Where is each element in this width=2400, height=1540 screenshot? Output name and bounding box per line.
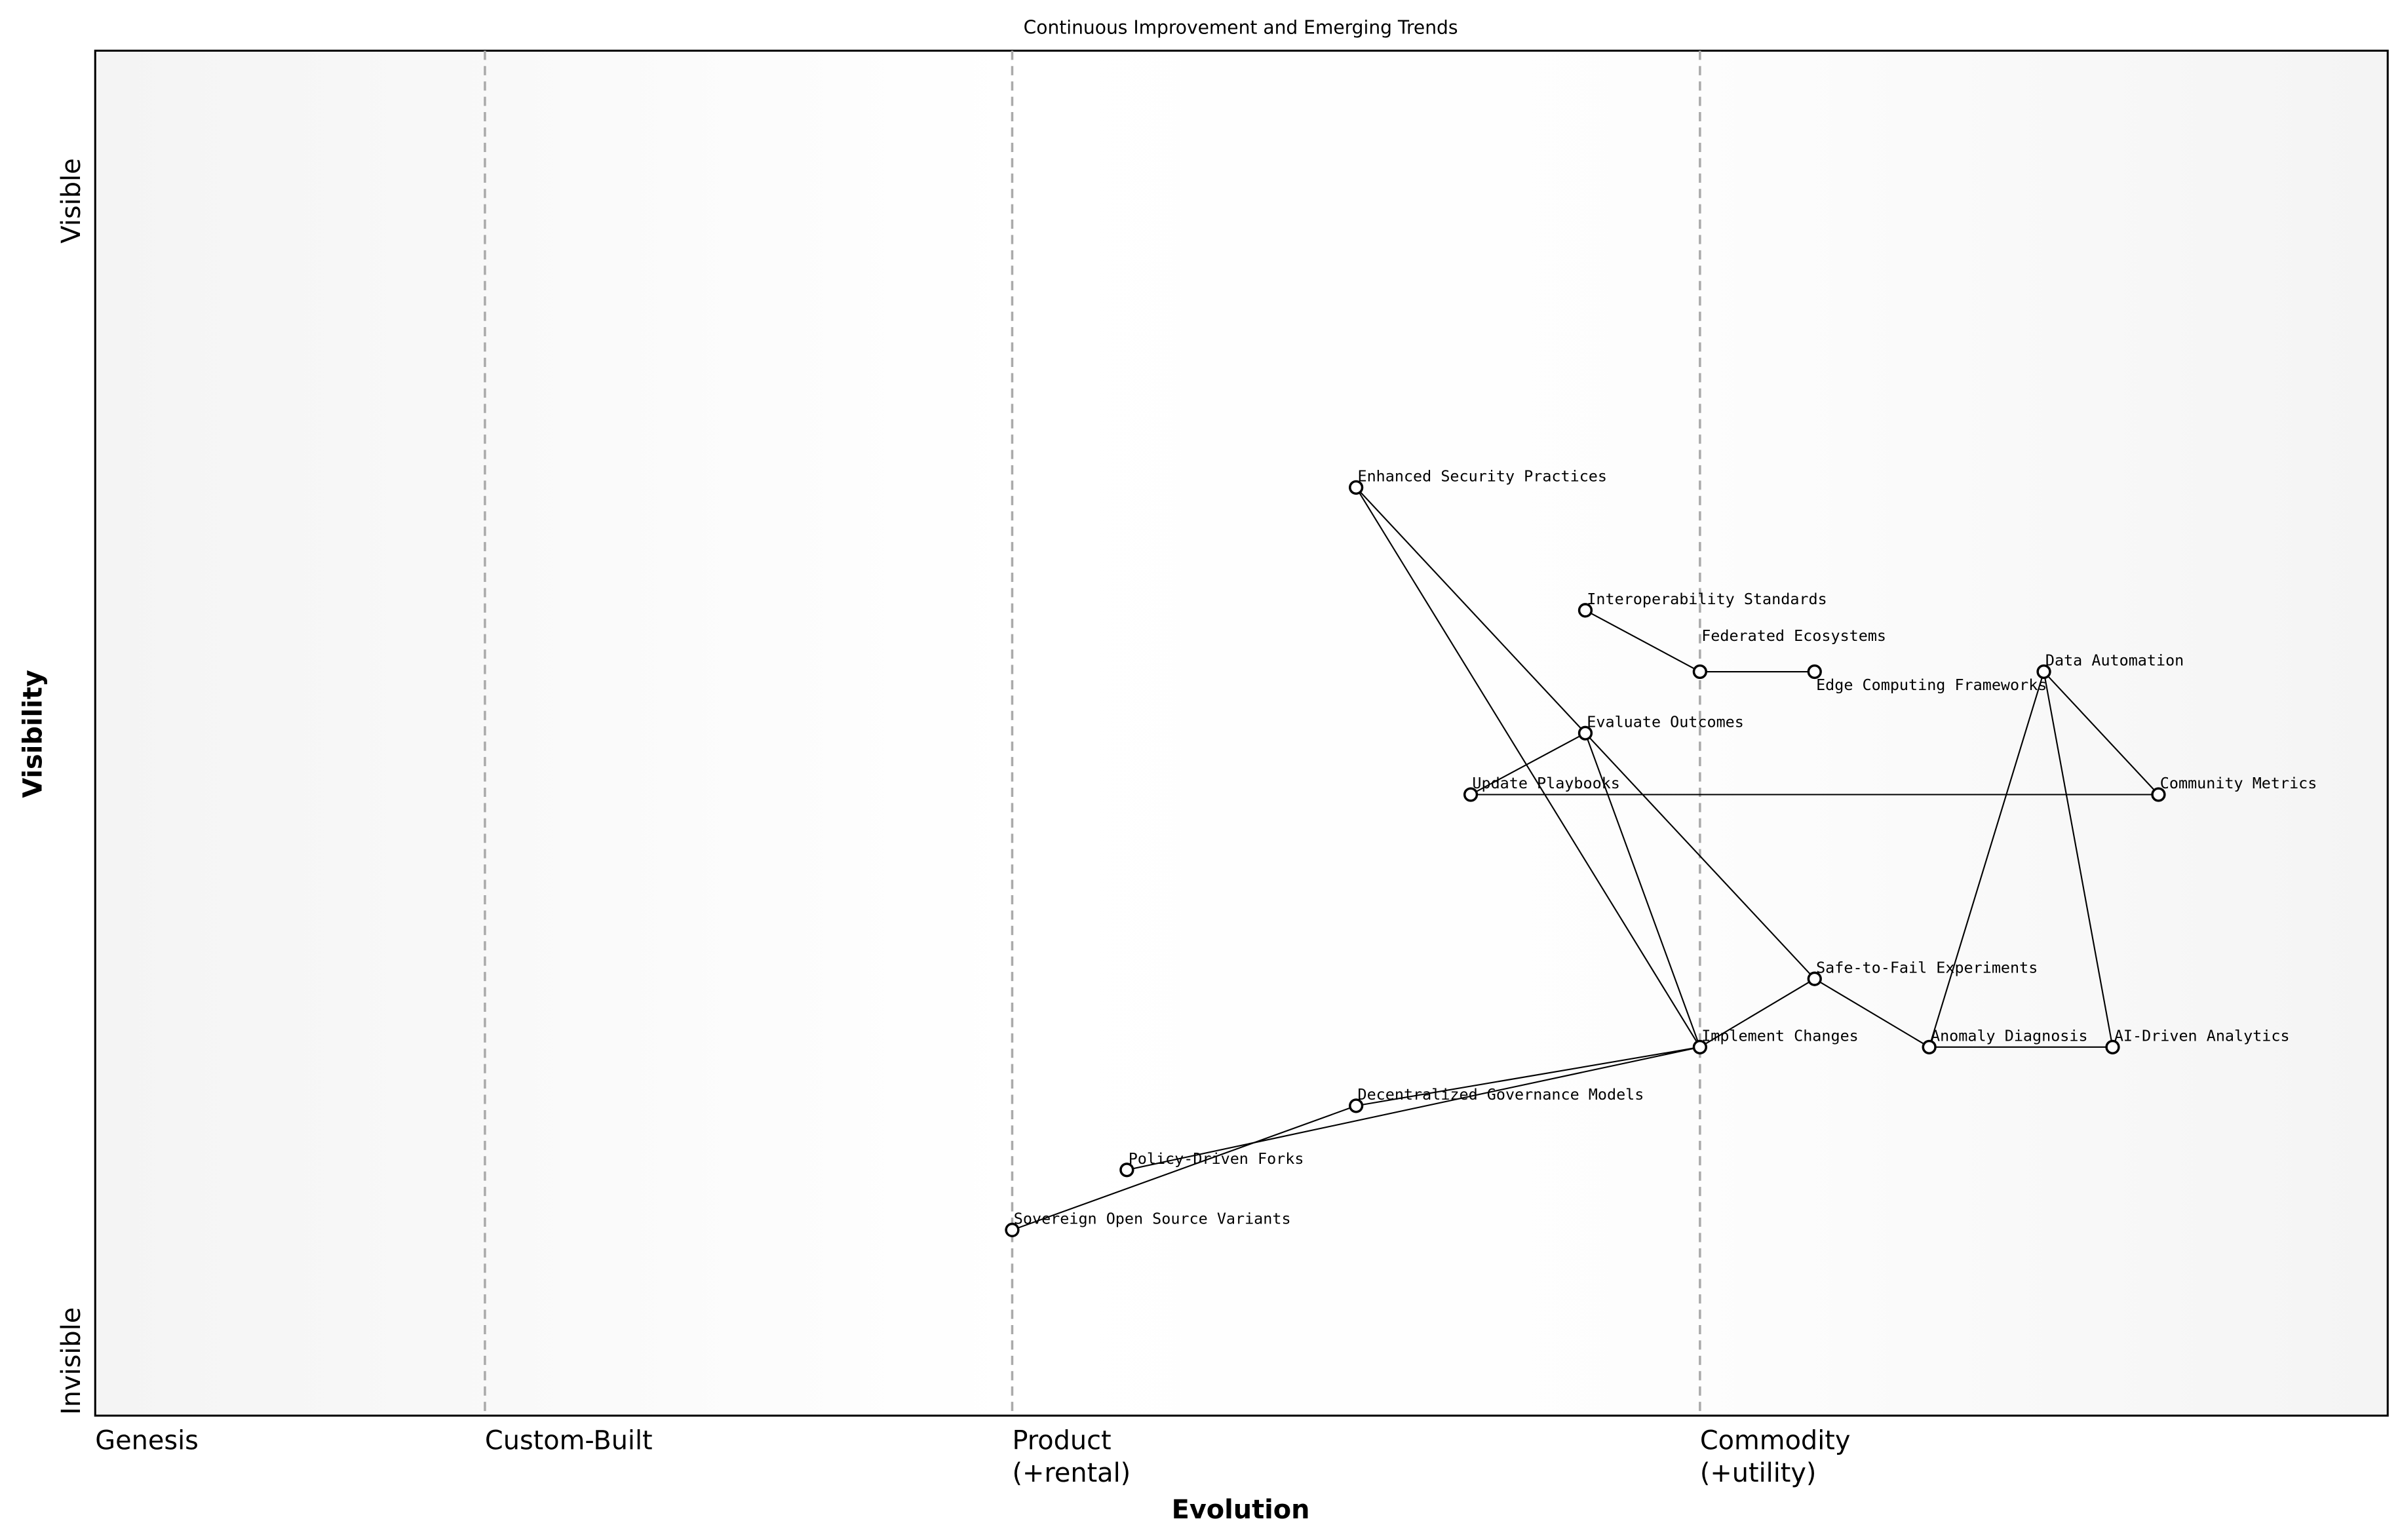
node-marker xyxy=(1577,603,1593,618)
node: Decentralized Governance Models xyxy=(1349,1085,1644,1113)
node-label: Anomaly Diagnosis xyxy=(1931,1026,2088,1045)
node: Policy-Driven Forks xyxy=(1119,1149,1304,1178)
node-marker xyxy=(2151,787,2166,802)
edge xyxy=(1012,1105,1357,1231)
node: Implement Changes xyxy=(1692,1026,1859,1054)
node-marker xyxy=(2105,1039,2120,1054)
node-label: Evaluate Outcomes xyxy=(1587,712,1744,731)
node-label: Federated Ecosystems xyxy=(1701,626,1886,645)
node-label: AI-Driven Analytics xyxy=(2114,1026,2290,1045)
node: Interoperability Standards xyxy=(1577,590,1827,618)
node: Sovereign Open Source Variants xyxy=(1005,1210,1291,1238)
node-label: Data Automation xyxy=(2045,651,2184,670)
y-tick-label: Visible xyxy=(56,158,87,243)
edge xyxy=(2043,671,2114,1048)
node-label: Safe-to-Fail Experiments xyxy=(1816,958,2038,976)
chart-title: Continuous Improvement and Emerging Tren… xyxy=(1024,17,1458,39)
node: AI-Driven Analytics xyxy=(2105,1026,2290,1054)
edge xyxy=(1814,978,1930,1048)
node-label: Policy-Driven Forks xyxy=(1129,1149,1304,1168)
node-marker xyxy=(1692,664,1707,680)
edge xyxy=(1355,487,1701,1048)
edge xyxy=(1355,1046,1701,1107)
node: Data Automation xyxy=(2036,651,2184,680)
edge xyxy=(1585,609,1701,672)
node-marker xyxy=(1463,787,1479,802)
y-tick-label: Invisible xyxy=(56,1307,87,1415)
node: Evaluate Outcomes xyxy=(1577,712,1744,741)
node-marker xyxy=(1692,1039,1707,1054)
node-label: Implement Changes xyxy=(1701,1026,1859,1045)
node-marker xyxy=(1349,1098,1364,1113)
node: Federated Ecosystems xyxy=(1692,626,1886,680)
node-marker xyxy=(2036,664,2051,680)
edge xyxy=(1928,671,2045,1048)
x-axis-label: Evolution xyxy=(1172,1495,1310,1525)
node-marker xyxy=(1119,1163,1134,1178)
node-label: Update Playbooks xyxy=(1472,774,1619,792)
node-marker xyxy=(1807,971,1822,986)
stage-label: Custom-Built xyxy=(485,1426,653,1456)
y-axis-label: Visibility xyxy=(18,670,48,798)
node: Update Playbooks xyxy=(1463,774,1620,802)
node-label: Enhanced Security Practices xyxy=(1358,467,1607,485)
node-marker xyxy=(1807,664,1822,680)
node-marker xyxy=(1349,480,1364,495)
edge xyxy=(1699,978,1815,1048)
node-label: Decentralized Governance Models xyxy=(1358,1085,1644,1104)
stage-sublabel: (+utility) xyxy=(1700,1458,1817,1488)
node: Community Metrics xyxy=(2151,774,2317,802)
edge xyxy=(1127,1046,1701,1171)
node-marker xyxy=(1922,1039,1937,1054)
node-label: Sovereign Open Source Variants xyxy=(1014,1210,1291,1228)
plot-area xyxy=(94,49,2389,1417)
node: Safe-to-Fail Experiments xyxy=(1807,958,2038,986)
node-marker xyxy=(1577,725,1593,741)
node-label: Community Metrics xyxy=(2160,774,2317,792)
stage-sublabel: (+rental) xyxy=(1012,1458,1131,1488)
stage-label: Commodity xyxy=(1700,1426,1851,1456)
node: Enhanced Security Practices xyxy=(1349,467,1607,495)
edge xyxy=(2043,671,2159,796)
edge xyxy=(1584,733,1701,1048)
node: Anomaly Diagnosis xyxy=(1922,1026,2088,1054)
node-marker xyxy=(1005,1222,1020,1238)
edge xyxy=(1470,732,1586,796)
stage-label: Genesis xyxy=(95,1426,199,1456)
stage-label: Product xyxy=(1012,1426,1111,1456)
node-label: Interoperability Standards xyxy=(1587,590,1827,608)
node-label: Edge Computing Frameworks xyxy=(1816,676,2047,694)
node: Edge Computing Frameworks xyxy=(1807,664,2047,694)
